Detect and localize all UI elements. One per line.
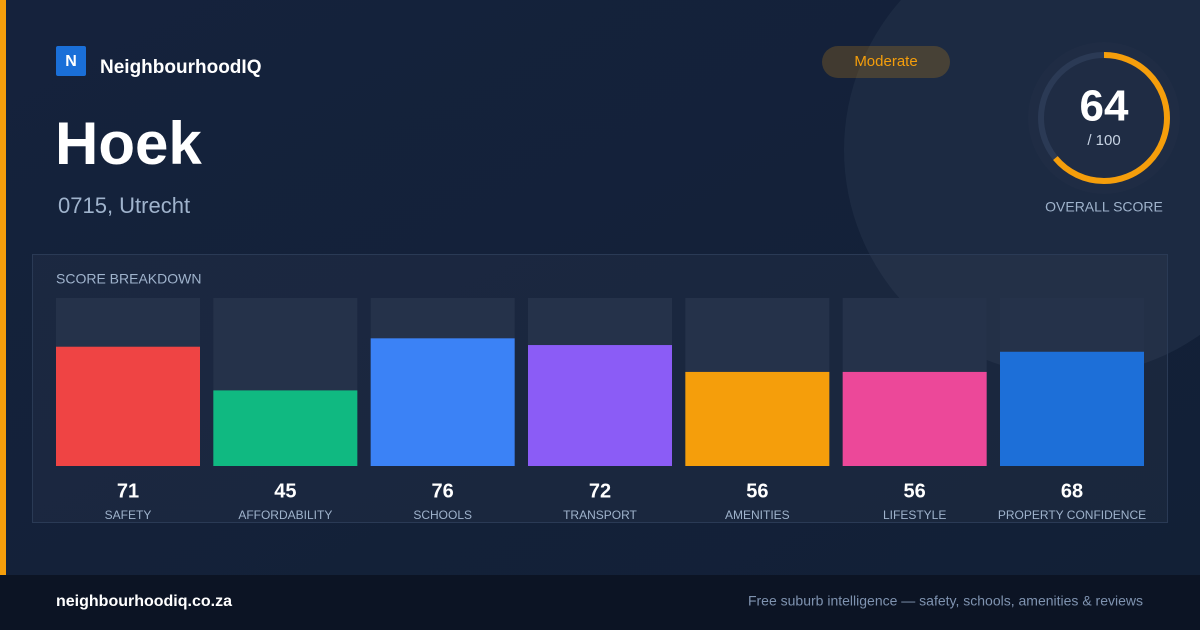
- logo-box: [56, 46, 86, 76]
- value-label: 72: [589, 480, 611, 502]
- value-label: 71: [117, 480, 139, 502]
- category-label: SAFETY: [105, 508, 152, 522]
- category-label: TRANSPORT: [563, 508, 637, 522]
- bar: [370, 338, 515, 466]
- value-label: 68: [1061, 480, 1083, 502]
- score-backdrop: [1028, 42, 1180, 194]
- score-value: 64: [1080, 82, 1129, 131]
- brand-name: NeighbourhoodIQ: [100, 57, 261, 78]
- category-label: PROPERTY CONFIDENCE: [998, 508, 1146, 522]
- value-label: 56: [904, 480, 926, 502]
- footer-tagline: Free suburb intelligence — safety, schoo…: [748, 593, 1143, 609]
- value-label: 45: [274, 480, 296, 502]
- bar: [528, 345, 672, 466]
- category-label: SCHOOLS: [413, 508, 472, 522]
- bar: [213, 390, 358, 466]
- breakdown-panel: [32, 254, 1168, 523]
- badge-text: Moderate: [854, 53, 917, 70]
- score-label: OVERALL SCORE: [1045, 199, 1163, 215]
- accent-stripe: [0, 0, 6, 575]
- category-label: AMENITIES: [725, 508, 790, 522]
- bar: [685, 371, 830, 466]
- badge: [822, 46, 950, 78]
- subtitle: 0715, Utrecht: [58, 193, 190, 218]
- category-label: AFFORDABILITY: [238, 508, 332, 522]
- footer-bar: [0, 575, 1200, 630]
- value-label: 56: [746, 480, 768, 502]
- bar: [842, 371, 987, 466]
- score-ring: [1038, 52, 1170, 184]
- category-label: LIFESTYLE: [883, 508, 946, 522]
- bar: [1000, 351, 1144, 466]
- title: Hoek: [55, 110, 202, 177]
- bar: [56, 346, 200, 466]
- footer-url: neighbourhoodiq.co.za: [56, 593, 232, 610]
- value-label: 76: [432, 480, 454, 502]
- chart-title: SCORE BREAKDOWN: [56, 271, 201, 287]
- score-max: / 100: [1087, 132, 1120, 149]
- logo-letter: N: [65, 53, 77, 70]
